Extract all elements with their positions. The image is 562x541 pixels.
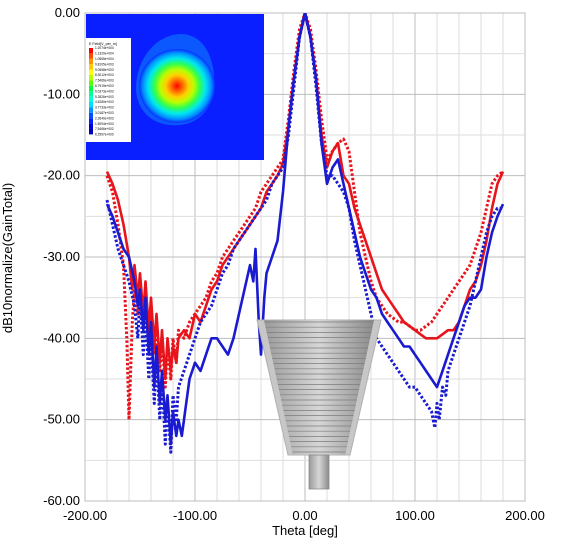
horn-corrugations [264,321,374,453]
colorbar-label: 1.2074e+004 [95,46,114,50]
x-tick-label: 0.00 [292,508,317,523]
x-tick-label: 100.00 [395,508,435,523]
colorbar-swatch [89,107,93,113]
colorbar-swatch [89,102,93,108]
y-tick-label: -60.00 [43,493,80,508]
colorbar-label: 1.5094e+003 [95,122,114,126]
x-axis-title: Theta [deg] [272,523,338,538]
colorbar-swatch [89,129,93,135]
colorbar-panel [86,38,131,142]
colorbar-swatch [89,58,93,65]
y-tick-label: -40.00 [43,330,80,345]
colorbar-swatch [89,69,93,75]
colorbar-label: 4.5280e+003 [95,100,114,104]
colorbar-label: 5.2826e+003 [95,95,114,99]
y-tick-label: -30.00 [43,249,80,264]
colorbar-swatch [89,96,93,102]
colorbar-swatch [89,75,93,81]
series-line-4 [105,13,503,454]
colorbar-label: 2.2640e+003 [95,116,114,120]
colorbar-title: E Field[V_per_m] [89,42,117,46]
colorbar-swatch [89,53,93,59]
colorbar-label: 6.0373e+003 [95,89,114,93]
colorbar-label: 3.0187e+003 [95,111,114,115]
colorbar-swatch [89,80,93,86]
y-tick-label: 0.00 [55,5,80,20]
field-inset: E Field[V_per_m] 1.2074e+0041.1320e+0041… [86,14,264,160]
series-group [105,13,505,454]
colorbar-swatch [89,85,93,92]
horn-body [264,320,374,455]
colorbar-label: 6.7919e+003 [95,84,114,88]
colorbar-swatch [89,64,93,70]
y-tick-label: -20.00 [43,168,80,183]
y-axis-title: dB10normalize(GainTotal) [0,183,15,333]
tick-labels: -200.00 -100.00 0.00 100.00 200.00 0.00 -10.00… [43,5,545,523]
colorbar: 1.2074e+004 1.1320e+0041.0565e+0049.8105e… [89,46,114,137]
colorbar-label: 9.0558e+003 [95,68,114,72]
colorbar-swatch [89,123,93,129]
colorbar-swatch [89,118,93,124]
colorbar-label: 3.7733e+003 [95,106,114,110]
colorbar-swatch [89,91,93,97]
colorbar-label: 6.2597e+000 [95,133,114,137]
horn-antenna-inset [256,319,382,490]
x-tick-label: 200.00 [505,508,545,523]
horn-feed-waveguide [308,454,330,490]
colorbar-swatch [89,112,93,119]
x-tick-label: -200.00 [63,508,107,523]
colorbar-label: 8.3012e+003 [95,73,114,77]
colorbar-label: 9.8105e+003 [95,62,114,66]
series-line-2 [105,13,504,422]
x-tick-label: -100.00 [173,508,217,523]
colorbar-swatch [89,48,93,54]
colorbar-label: 7.5466e+002 [95,127,114,131]
y-tick-label: -50.00 [43,412,80,427]
colorbar-label: 1.1320e+004 [95,52,114,56]
y-tick-label: -10.00 [43,86,80,101]
colorbar-label: 1.0565e+004 [95,57,114,61]
field-spot-core [139,49,215,123]
colorbar-label: 7.5466e+003 [95,79,114,83]
